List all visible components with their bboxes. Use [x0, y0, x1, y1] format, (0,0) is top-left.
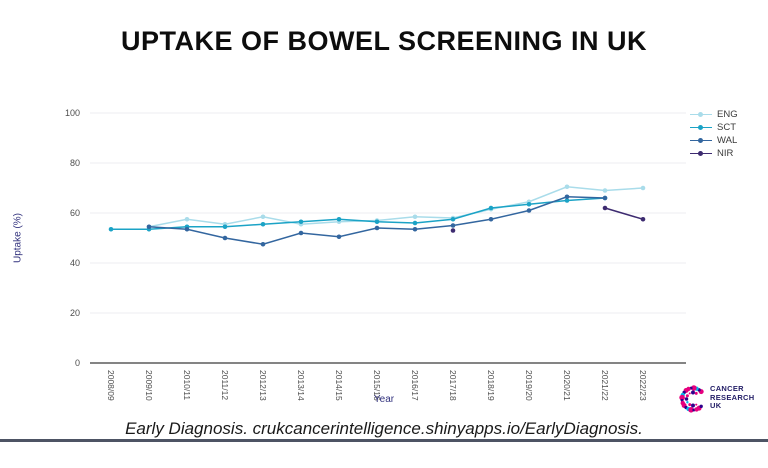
logo-dot — [699, 404, 703, 409]
data-point-sct — [564, 198, 570, 203]
data-point-sct — [488, 205, 494, 211]
logo-dot — [688, 407, 694, 413]
legend-swatch-icon — [690, 122, 712, 132]
logo-dot — [694, 391, 698, 395]
data-point-wal — [526, 208, 532, 213]
data-point-nir — [602, 205, 608, 211]
data-point-wal — [602, 195, 608, 201]
data-point-eng — [260, 214, 266, 220]
legend-label: NIR — [717, 147, 734, 159]
x-tick-label: 2009/10 — [144, 370, 154, 401]
legend-label: ENG — [717, 108, 738, 120]
legend-item-sct: SCT — [690, 121, 738, 133]
data-point-eng — [602, 188, 608, 193]
data-point-nir — [450, 228, 456, 233]
logo-dot — [695, 403, 698, 406]
cruk-dotted-c-icon — [679, 385, 704, 413]
x-tick-label: 2017/18 — [448, 370, 458, 401]
logo-dot — [691, 390, 695, 395]
legend-swatch-icon — [690, 109, 712, 119]
page-title: UPTAKE OF BOWEL SCREENING IN UK — [120, 26, 648, 56]
legend-item-nir: NIR — [690, 147, 738, 159]
data-point-wal — [374, 225, 380, 231]
x-tick-label: 2022/23 — [638, 370, 648, 401]
x-tick-label: 2020/21 — [562, 370, 572, 401]
data-point-wal — [222, 235, 228, 241]
x-tick-label: 2011/12 — [220, 370, 230, 400]
cancer-research-uk-logo: CANCER RESEARCH UK — [676, 381, 764, 417]
logo-dot — [691, 403, 695, 408]
data-point-wal — [298, 230, 304, 236]
data-point-sct — [450, 216, 456, 222]
x-tick-label: 2008/09 — [106, 370, 116, 401]
data-point-sct — [374, 219, 380, 225]
logo-dot — [685, 394, 689, 398]
data-point-sct — [260, 221, 266, 227]
x-axis-title: Year — [373, 394, 395, 405]
series-line-nir — [604, 207, 644, 220]
data-point-eng — [640, 185, 646, 191]
logo-dot — [688, 392, 691, 395]
logo-dot — [679, 394, 685, 401]
data-point-wal — [488, 216, 494, 222]
data-point-wal — [184, 226, 190, 232]
chart-legend: ENG SCT WAL NIR — [690, 108, 738, 159]
logo-dot — [691, 385, 697, 391]
legend-swatch-icon — [690, 148, 712, 158]
logo-dot — [684, 397, 689, 401]
y-tick-label: 0 — [75, 358, 80, 368]
data-point-eng — [564, 184, 570, 190]
y-tick-label: 100 — [65, 108, 80, 118]
data-point-wal — [146, 224, 152, 230]
y-tick-label: 80 — [70, 158, 80, 168]
data-point-sct — [108, 226, 114, 232]
data-point-wal — [450, 223, 456, 228]
bottom-divider — [0, 439, 768, 442]
y-tick-label: 40 — [70, 258, 80, 268]
legend-item-eng: ENG — [690, 108, 738, 120]
legend-item-wal: WAL — [690, 134, 738, 146]
data-point-eng — [184, 216, 190, 222]
data-point-sct — [298, 219, 304, 225]
data-point-sct — [336, 216, 342, 222]
data-point-sct — [412, 220, 418, 226]
data-point-wal — [564, 194, 570, 200]
x-tick-label: 2019/20 — [524, 370, 534, 401]
logo-dot — [686, 401, 689, 404]
footer-source-text: Early Diagnosis. crukcancerintelligence.… — [125, 419, 643, 438]
data-point-sct — [222, 224, 228, 230]
legend-swatch-icon — [690, 135, 712, 145]
x-tick-label: 2012/13 — [258, 370, 268, 401]
x-tick-label: 2010/11 — [182, 370, 192, 400]
x-tick-label: 2013/14 — [296, 370, 306, 401]
data-point-nir — [640, 216, 646, 222]
data-point-sct — [526, 201, 532, 207]
series-line-eng — [148, 185, 644, 228]
y-tick-label: 60 — [70, 208, 80, 218]
x-tick-label: 2021/22 — [600, 370, 610, 401]
series-line-sct — [111, 197, 606, 230]
data-point-wal — [260, 241, 266, 247]
legend-label: SCT — [717, 121, 736, 133]
data-point-eng — [412, 214, 418, 220]
x-tick-label: 2014/15 — [334, 370, 344, 401]
data-point-wal — [412, 226, 418, 232]
logo-dot — [688, 403, 692, 407]
data-point-wal — [336, 234, 342, 240]
y-tick-label: 20 — [70, 308, 80, 318]
x-tick-label: 2018/19 — [486, 370, 496, 401]
cruk-logo-text: CANCER RESEARCH UK — [710, 384, 755, 410]
x-tick-label: 2016/17 — [410, 370, 420, 401]
legend-label: WAL — [717, 134, 738, 146]
x-tick-label: 2015/16 — [372, 370, 382, 401]
